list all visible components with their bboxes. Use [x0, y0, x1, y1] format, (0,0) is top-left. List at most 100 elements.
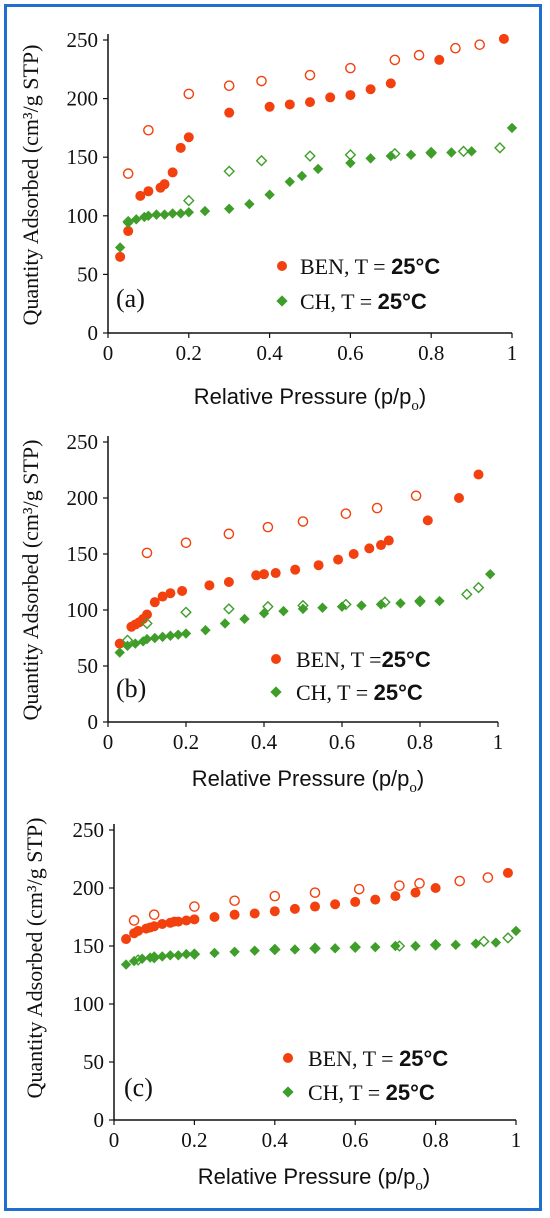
ben-desorption-point — [223, 528, 235, 540]
plot-area-b: 0 0.2 0.4 0.6 0.8 1 0 50 100 150 200 250 — [67, 430, 504, 754]
series-c-0 — [121, 867, 513, 945]
ch-adsorption-point — [130, 638, 141, 649]
ch-desorption-point — [262, 600, 274, 613]
ch-desorption-point — [141, 617, 153, 630]
ch-desorption-point — [223, 603, 235, 615]
series-b-3 — [121, 581, 485, 647]
y-tick-label: 200 — [73, 876, 105, 900]
x-tick-label: 0.4 — [251, 730, 278, 754]
ch-desorption-point — [425, 146, 437, 159]
ben-desorption-point — [229, 895, 240, 907]
panel-label-b: (b) — [116, 674, 146, 703]
y-tick-label: 50 — [83, 1050, 104, 1074]
x-tick-label: 1 — [507, 341, 518, 365]
ben-adsorption-point — [149, 597, 160, 608]
legend-b-ben-label: BEN, T =25°C — [296, 647, 431, 672]
ch-adsorption-point — [149, 632, 160, 644]
ch-adsorption-point — [165, 630, 176, 641]
ben-adsorption-point — [142, 609, 152, 620]
ben-adsorption-point — [157, 918, 168, 929]
ben-adsorption-point — [165, 588, 176, 599]
y-tick-label: 200 — [67, 486, 99, 510]
ch-adsorption-point — [199, 205, 211, 217]
legend-c-ben-marker — [283, 1053, 293, 1063]
series-a-1 — [122, 39, 485, 179]
ch-adsorption-point — [219, 618, 231, 629]
ben-adsorption-point — [345, 90, 356, 101]
ch-adsorption-point — [258, 608, 270, 619]
panel-label-c: (c) — [124, 1073, 153, 1102]
ch-adsorption-point — [229, 946, 240, 957]
ben-adsorption-point — [410, 887, 421, 898]
series-b-2 — [114, 568, 496, 658]
x-tick-label: 0 — [103, 730, 114, 754]
ben-adsorption-point — [498, 33, 509, 44]
ben-adsorption-point — [157, 591, 168, 602]
ch-adsorption-point — [149, 951, 160, 962]
ch-desorption-point — [429, 939, 442, 951]
ch-adsorption-point — [165, 950, 176, 961]
ben-adsorption-point — [269, 906, 280, 917]
ch-adsorption-point — [200, 624, 211, 636]
ch-adsorption-point — [490, 937, 502, 948]
ch-desorption-point — [389, 147, 401, 160]
ben-desorption-point — [223, 80, 235, 92]
ch-adsorption-point — [173, 629, 184, 640]
ch-adsorption-point — [485, 568, 496, 580]
ben-adsorption-point — [114, 638, 125, 649]
ben-adsorption-point — [290, 564, 301, 575]
ch-adsorption-point — [181, 948, 192, 960]
ben-adsorption-point — [310, 901, 320, 912]
ch-adsorption-point — [159, 209, 170, 220]
ben-adsorption-point — [133, 925, 144, 936]
x-tick-label: 0.2 — [176, 341, 202, 365]
ch-adsorption-point — [114, 647, 125, 658]
legend-c: BEN, T = 25°C CH, T = 25°C — [282, 1046, 448, 1105]
ben-adsorption-point — [370, 894, 381, 905]
panel-label-a: (a) — [116, 284, 145, 313]
ben-adsorption-point — [365, 84, 376, 95]
x-tick-label: 0.8 — [418, 341, 444, 365]
ben-desorption-point — [474, 39, 485, 50]
x-tick-label: 0.4 — [262, 1128, 289, 1152]
ben-desorption-point — [148, 909, 160, 920]
legend-a-ch-marker — [276, 295, 288, 307]
ch-desorption-point — [457, 145, 470, 158]
ben-desorption-point — [389, 54, 401, 66]
ch-adsorption-point — [296, 170, 308, 182]
series-a-0 — [115, 33, 509, 262]
x-tick-label: 1 — [493, 730, 504, 754]
ben-adsorption-point — [270, 568, 281, 579]
ch-adsorption-point — [120, 959, 132, 970]
y-tick-label: 200 — [67, 87, 99, 111]
ch-adsorption-point — [224, 203, 235, 214]
ben-adsorption-point — [348, 549, 359, 559]
ben-adsorption-point — [259, 569, 269, 580]
ben-adsorption-point — [434, 54, 445, 65]
ben-desorption-point — [189, 901, 200, 912]
ben-adsorption-point — [223, 577, 234, 587]
ch-desorption-point — [304, 150, 316, 162]
ben-desorption-point — [345, 62, 356, 74]
ch-adsorption-point — [175, 208, 186, 219]
ch-desorption-point — [349, 941, 361, 953]
ch-desorption-point — [122, 215, 134, 228]
ben-adsorption-point — [135, 190, 146, 201]
y-tick-label: 0 — [94, 1108, 105, 1132]
x-tick-label: 0.2 — [173, 730, 199, 754]
ch-adsorption-point — [297, 603, 309, 615]
ch-adsorption-point — [264, 189, 275, 200]
ch-adsorption-point — [173, 950, 184, 961]
ben-adsorption-point — [181, 915, 192, 926]
ch-desorption-point — [340, 598, 352, 611]
x-tick-label: 0.6 — [337, 341, 363, 365]
ch-adsorption-point — [209, 947, 220, 959]
ben-desorption-point — [394, 880, 405, 891]
ben-adsorption-point — [350, 896, 361, 907]
panel-a: Quantity Adsorbed (cm³/g STP) Relative P… — [18, 45, 440, 414]
ch-desorption-point — [379, 596, 391, 608]
panel-b: Quantity Adsorbed (cm³/g STP) Relative P… — [18, 440, 431, 796]
x-tick-label: 0.8 — [422, 1128, 448, 1152]
ben-desorption-point — [414, 878, 425, 889]
ben-adsorption-point — [313, 560, 324, 571]
